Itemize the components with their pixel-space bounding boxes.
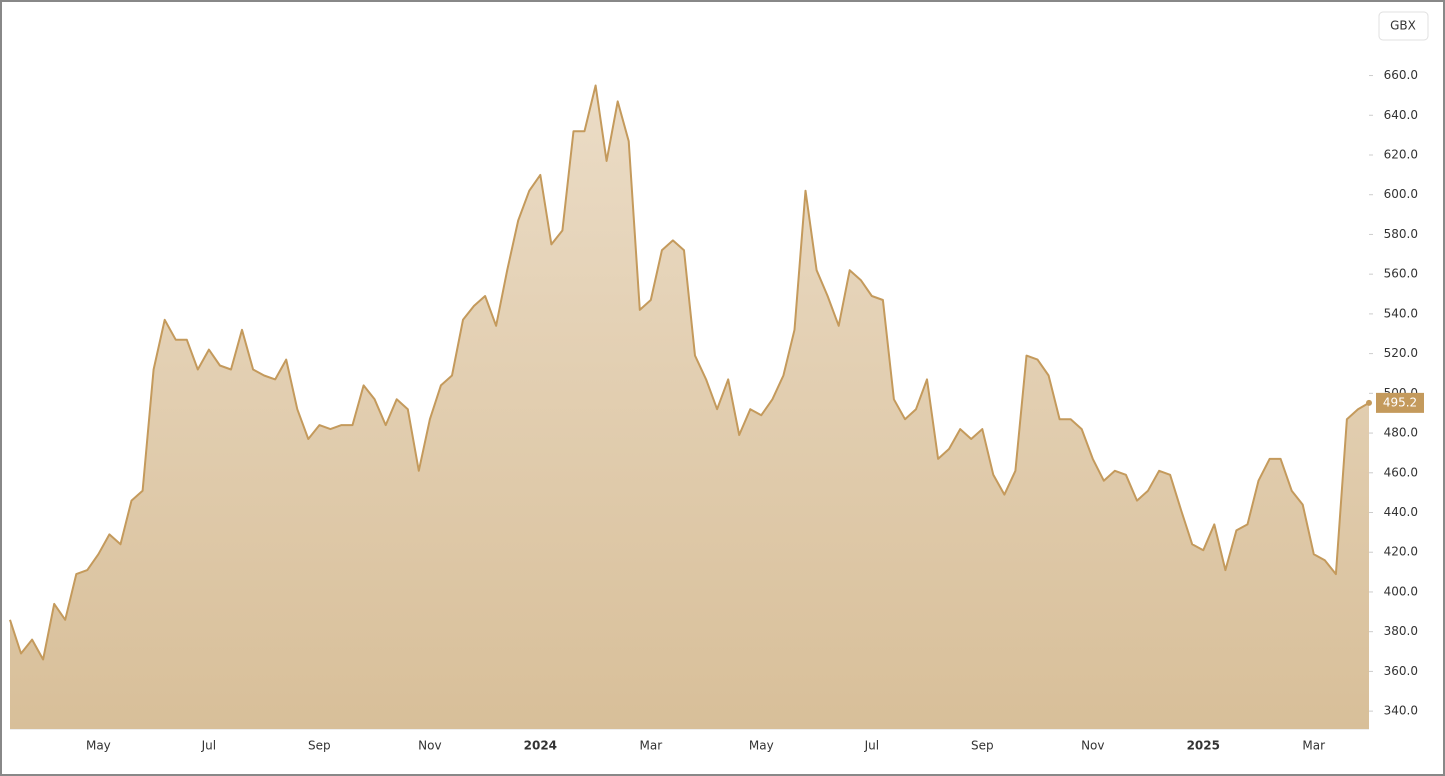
- x-tick-label: 2025: [1187, 739, 1220, 753]
- area: [10, 85, 1369, 729]
- line: [9, 84, 1370, 661]
- currency-badge: [1378, 11, 1429, 41]
- last-value-tag: [1376, 392, 1424, 413]
- x-tick-label: Jul: [864, 739, 879, 753]
- y-tick-label: 660.0: [1384, 68, 1418, 82]
- y-tick-label: 460.0: [1384, 465, 1418, 479]
- y-tick-label: 440.0: [1384, 505, 1418, 519]
- x-tick-label: Mar: [640, 739, 663, 753]
- x-tick-label: Nov: [1081, 739, 1104, 753]
- x-tick-label: Sep: [971, 739, 994, 753]
- y-tick-label: 380.0: [1384, 624, 1418, 638]
- x-tick-label: Mar: [1302, 739, 1325, 753]
- x-tick-label: Jul: [201, 739, 216, 753]
- y-tick-label: 480.0: [1384, 426, 1418, 440]
- y-tick-label: 580.0: [1384, 227, 1418, 241]
- y-tick-label: 640.0: [1384, 108, 1418, 122]
- x-tick-label: May: [749, 739, 774, 753]
- y-tick-label: 340.0: [1384, 704, 1418, 718]
- currency-label: GBX: [1390, 19, 1416, 33]
- x-tick-label: 2024: [524, 739, 557, 753]
- x-tick-label: Sep: [308, 739, 331, 753]
- y-tick-label: 540.0: [1384, 306, 1418, 320]
- y-tick-label: 400.0: [1384, 584, 1418, 598]
- last-point: [1366, 399, 1372, 406]
- y-tick-label: 600.0: [1384, 187, 1418, 201]
- last-value-label: 495.2: [1383, 395, 1417, 409]
- x-tick-label: Nov: [418, 739, 441, 753]
- y-tick-label: 560.0: [1384, 267, 1418, 281]
- y-tick-label: 620.0: [1384, 147, 1418, 161]
- x-tick-label: May: [86, 739, 111, 753]
- y-tick-label: 520.0: [1384, 346, 1418, 360]
- y-tick-label: 420.0: [1384, 545, 1418, 559]
- y-tick-label: 360.0: [1384, 664, 1418, 678]
